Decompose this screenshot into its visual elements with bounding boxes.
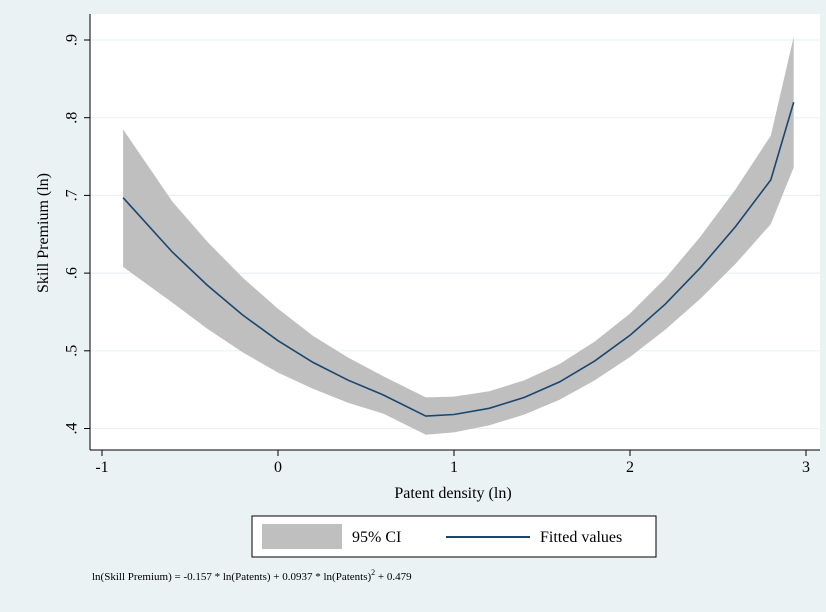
ci-band: [123, 36, 794, 435]
axes: -1 0 1 2 3 .4 .5 .6 .7 .8 .9: [64, 14, 820, 476]
y-tick-label: .4: [64, 423, 81, 435]
y-tick-label: .9: [64, 34, 81, 46]
x-tick-label: -1: [95, 459, 108, 476]
legend-ci-label: 95% CI: [352, 529, 401, 546]
y-tick-label: .6: [64, 267, 81, 279]
x-tick-label: 2: [626, 459, 634, 476]
ci-band-layer: [123, 36, 794, 435]
fitted-line: [122, 101, 795, 417]
x-tick-label: 1: [450, 459, 458, 476]
y-tick-label: .8: [64, 112, 81, 124]
regression-equation: ln(Skill Premium) = -0.157 * ln(Patents)…: [92, 568, 412, 583]
legend: 95% CI Fitted values: [251, 515, 657, 558]
equation-superscript: 2: [371, 568, 375, 577]
y-tick-label: .7: [64, 189, 81, 201]
x-tick-label: 0: [274, 459, 282, 476]
y-tick-label: .5: [64, 345, 81, 357]
x-axis-title: Patent density (ln): [394, 485, 511, 502]
legend-ci-swatch: [262, 524, 342, 549]
plot-area: [90, 14, 820, 450]
fitted-line-layer: [122, 101, 795, 417]
equation-main: ln(Skill Premium) = -0.157 * ln(Patents)…: [92, 571, 371, 583]
y-axis-title: Skill Premium (ln): [35, 173, 52, 293]
x-tick-label: 3: [802, 459, 810, 476]
equation-tail: + 0.479: [375, 571, 412, 583]
legend-fitted-label: Fitted values: [540, 529, 622, 546]
